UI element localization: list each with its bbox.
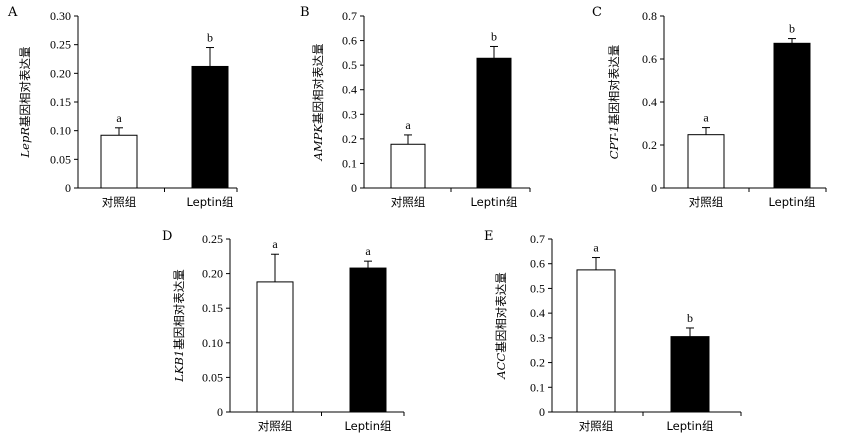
category-label: Leptin组 (186, 195, 234, 209)
significance-label: a (593, 241, 599, 255)
y-tick-label: 0.6 (642, 52, 657, 66)
y-tick-label: 0.5 (530, 281, 545, 295)
significance-label: b (491, 29, 497, 43)
category-label: 对照组 (689, 195, 724, 209)
panel-c: C 0 0.2 0.4 0.6 0.8 a 对照组 b Leptin组 CPT-1基因相对表达量 (592, 5, 827, 209)
significance-label: a (116, 111, 122, 125)
panel-letter: E (484, 229, 494, 244)
category-label: Leptin组 (768, 195, 816, 209)
y-tick-label: 0 (351, 181, 357, 195)
bar-control (100, 134, 138, 189)
y-tick-label: 0 (65, 181, 71, 195)
y-tick-label: 0.7 (530, 232, 545, 246)
y-tick-label: 0 (217, 405, 223, 419)
y-axis-label-gene: CPT-1 (607, 125, 621, 159)
significance-label: a (365, 244, 371, 258)
y-tick-label: 0.15 (202, 301, 223, 315)
y-axis-label-suffix: 基因相对表达量 (311, 44, 325, 125)
y-tick-label: 0.3 (530, 331, 545, 345)
y-tick-label: 0.20 (202, 267, 223, 281)
y-axis-label-gene: ACC (494, 353, 508, 380)
y-tick-label: 0.20 (50, 66, 71, 80)
y-tick-label: 0.2 (342, 132, 357, 146)
y-tick-label: 0.2 (642, 138, 657, 152)
y-tick-label: 0.05 (50, 152, 71, 166)
panel-letter: A (7, 5, 18, 20)
y-tick-label: 0 (539, 405, 545, 419)
significance-label: b (789, 22, 795, 36)
panel-d: D 0 0.05 0.10 0.15 0.20 0.25 a 对照组 a Leptin组 LKB1基因… (162, 229, 405, 433)
y-tick-label: 0.5 (342, 58, 357, 72)
y-tick-label: 0.6 (530, 257, 545, 271)
category-label: 对照组 (258, 419, 293, 433)
bar-leptin (773, 42, 811, 189)
y-tick-label: 0.30 (50, 9, 71, 23)
y-tick-label: 0.25 (50, 38, 71, 52)
panel-letter: B (300, 5, 310, 20)
y-axis-label-suffix: 基因相对表达量 (607, 45, 621, 126)
y-axis-label-gene: LepR (18, 127, 32, 159)
bar-control (687, 134, 725, 189)
category-label: Leptin组 (470, 195, 518, 209)
y-axis-label-suffix: 基因相对表达量 (494, 272, 508, 353)
bar-leptin (349, 267, 387, 413)
significance-label: a (272, 237, 278, 251)
bar-leptin (191, 65, 229, 189)
bar-leptin (670, 336, 710, 413)
bar-control (390, 143, 426, 189)
y-tick-label: 0 (651, 181, 657, 195)
category-label: 对照组 (579, 419, 614, 433)
category-label: 对照组 (391, 195, 426, 209)
significance-label: b (207, 31, 213, 45)
y-axis-label: CPT-1基因相对表达量 (607, 45, 621, 159)
significance-label: a (405, 118, 411, 132)
bar-leptin (476, 57, 512, 189)
bar-control (256, 281, 294, 413)
bar-control (576, 269, 616, 413)
category-label: Leptin组 (344, 419, 392, 433)
panel-b: B 0 0.1 0.2 0.3 0.4 0.5 0.6 0.7 a 对照组 b Leptin组 AMPK基… (300, 5, 531, 209)
y-axis-label: LepR基因相对表达量 (18, 47, 32, 159)
y-tick-label: 0.4 (530, 306, 545, 320)
y-tick-label: 0.25 (202, 232, 223, 246)
y-tick-label: 0.3 (342, 107, 357, 121)
category-label: Leptin组 (666, 419, 714, 433)
y-tick-label: 0.10 (50, 124, 71, 138)
y-tick-label: 0.6 (342, 34, 357, 48)
y-tick-label: 0.7 (342, 9, 357, 23)
y-tick-label: 0.2 (530, 356, 545, 370)
y-axis-label: ACC基因相对表达量 (494, 272, 508, 379)
y-tick-label: 0.4 (642, 95, 657, 109)
significance-label: a (703, 111, 709, 125)
panel-letter: D (162, 229, 172, 244)
y-tick-label: 0.4 (342, 83, 357, 97)
category-label: 对照组 (102, 195, 137, 209)
y-tick-label: 0.05 (202, 370, 223, 384)
y-axis-label-suffix: 基因相对表达量 (18, 47, 32, 128)
panel-a: A 0 0.05 0.10 0.15 0.20 0.25 0.30 a 对照组 b Leptin组 Le… (7, 5, 238, 209)
y-tick-label: 0.10 (202, 336, 223, 350)
y-axis-label: LKB1基因相对表达量 (172, 269, 186, 383)
y-axis-label-gene: AMPK (311, 123, 325, 162)
panel-letter: C (592, 5, 602, 20)
y-tick-label: 0.15 (50, 95, 71, 109)
significance-label: b (687, 311, 693, 325)
y-tick-label: 0.1 (530, 380, 545, 394)
y-axis-label: AMPK基因相对表达量 (311, 44, 325, 162)
y-tick-label: 0.8 (642, 9, 657, 23)
panel-e: E 0 0.1 0.2 0.3 0.4 0.5 0.6 0.7 a 对照组 b Leptin组 ACC基因… (484, 229, 742, 433)
y-axis-label-gene: LKB1 (172, 350, 186, 383)
y-axis-label-suffix: 基因相对表达量 (172, 269, 186, 350)
y-tick-label: 0.1 (342, 156, 357, 170)
